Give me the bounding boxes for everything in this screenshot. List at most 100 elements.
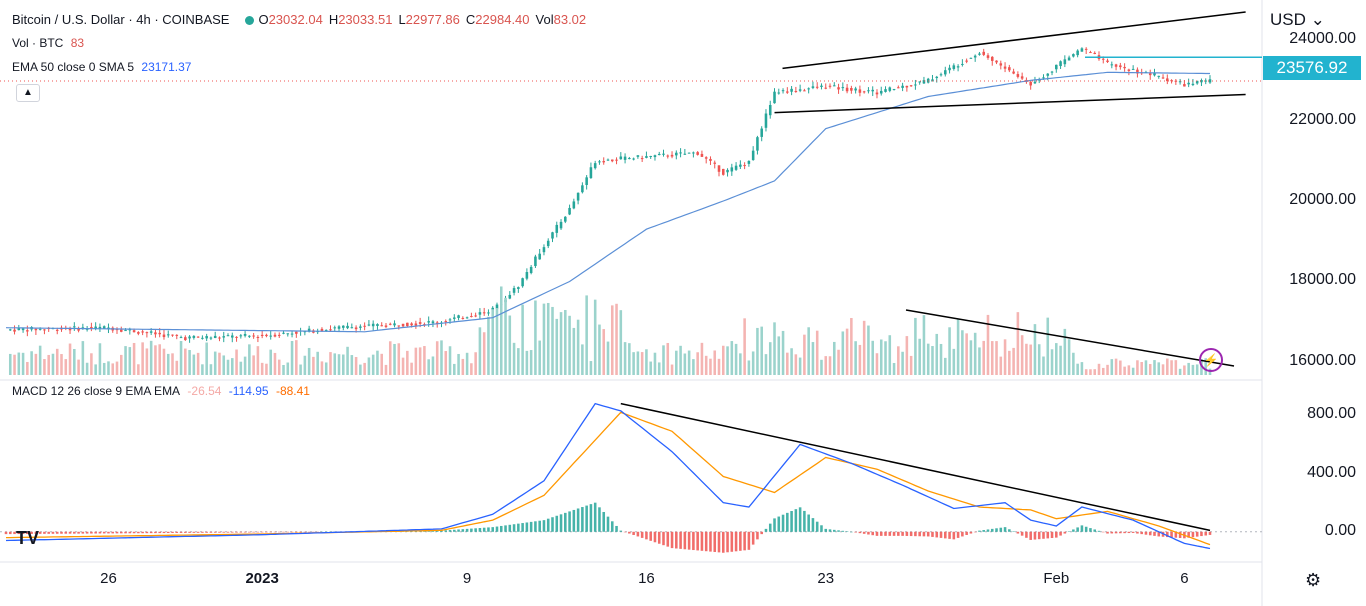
volume-bar: [73, 348, 76, 375]
candle-body: [542, 247, 546, 253]
macd-histogram-bar: [948, 531, 951, 539]
candle-body: [465, 317, 469, 319]
macd-histogram-bar: [1059, 531, 1062, 536]
volume-bar: [739, 353, 742, 375]
volume-bar: [457, 353, 460, 375]
macd-histogram-bar: [1012, 531, 1015, 532]
candle-body: [777, 92, 781, 94]
macd-histogram-bar: [662, 531, 665, 546]
candle-body: [781, 90, 785, 92]
volume-bar: [593, 299, 597, 375]
volume-bar: [1012, 347, 1015, 375]
candle-body: [986, 55, 990, 58]
candle-body: [973, 55, 977, 58]
macd-histogram-bar: [235, 531, 238, 533]
macd-histogram-bar: [546, 518, 550, 532]
macd-histogram-bar: [726, 531, 729, 553]
currency-label: USD: [1270, 10, 1306, 29]
volume-bar: [572, 327, 576, 375]
volume-bar: [470, 363, 473, 375]
candle-body: [367, 324, 371, 326]
volume-bar: [107, 361, 110, 375]
candle-body: [841, 87, 845, 89]
macd-histogram-bar: [653, 531, 657, 543]
macd-histogram-bar: [239, 531, 243, 533]
gear-icon[interactable]: ⚙: [1305, 570, 1322, 590]
candle-body: [811, 86, 815, 88]
volume-bar: [999, 356, 1003, 375]
ema-legend[interactable]: EMA 50 close 0 SMA 5 23171.37: [12, 60, 195, 74]
macd-histogram-bar: [171, 531, 174, 533]
macd-histogram-bar: [811, 518, 815, 532]
tradingview-logo[interactable]: TV: [16, 528, 40, 548]
candle-body: [645, 156, 648, 158]
candle-body: [26, 330, 29, 332]
candle-body: [1119, 65, 1122, 68]
volume-bar: [290, 340, 294, 375]
volume-bar: [1119, 360, 1122, 375]
channel-upper-line: [782, 11, 1246, 70]
volume-bar: [260, 362, 264, 375]
volume-bar: [884, 341, 887, 375]
macd-histogram-bar: [90, 531, 93, 534]
volume-bar: [610, 305, 614, 375]
macd-histogram-bar: [179, 531, 183, 533]
macd-histogram-bar: [598, 507, 601, 532]
volume-bar: [149, 340, 153, 375]
volume-bar: [636, 351, 640, 375]
volume-bar: [820, 359, 823, 375]
macd-histogram-bar: [581, 507, 584, 532]
candle-body: [470, 316, 473, 318]
volume-bar: [632, 352, 635, 375]
candle-body: [854, 88, 857, 91]
macd-legend[interactable]: MACD 12 26 close 9 EMA EMA -26.54 -114.9…: [12, 384, 314, 398]
macd-histogram-bar: [939, 531, 943, 538]
macd-histogram-bar: [320, 531, 324, 533]
chevron-up-icon[interactable]: ▲: [16, 84, 40, 102]
candle-body: [1020, 76, 1024, 79]
candle-body: [1093, 52, 1097, 54]
volume-bar: [333, 353, 337, 375]
macd-histogram-bar: [854, 531, 857, 533]
candle-body: [978, 53, 981, 55]
candle-body: [371, 323, 375, 327]
volume-bar: [862, 320, 866, 375]
volume-bar: [81, 341, 85, 375]
symbol-legend[interactable]: Bitcoin / U.S. Dollar · 4h · COINBASE O23…: [12, 12, 596, 27]
lightning-icon[interactable]: ⚡: [1199, 348, 1223, 372]
volume-bar: [213, 351, 217, 375]
volume-bar: [760, 326, 763, 375]
volume-bar: [683, 353, 687, 375]
macd-histogram-bar: [495, 526, 499, 532]
time-tick-label: 26: [100, 570, 117, 587]
volume-bar: [589, 361, 593, 375]
volume-bar: [218, 352, 221, 375]
volume-bar: [512, 342, 516, 375]
macd-histogram-bar: [589, 504, 593, 532]
macd-histogram-bar: [1148, 531, 1152, 536]
volume-bar: [551, 306, 554, 375]
macd-histogram-bar: [34, 531, 38, 534]
macd-histogram-bar: [1187, 531, 1190, 538]
macd-histogram-bar: [295, 531, 298, 533]
volume-bar: [435, 341, 439, 375]
volume-bar: [397, 343, 401, 375]
macd-histogram-bar: [734, 531, 738, 552]
volume-bar: [68, 343, 72, 375]
macd-line: [5, 402, 1211, 550]
candle-body: [952, 65, 956, 69]
volume-legend[interactable]: Vol · BTC 83: [12, 36, 88, 50]
candle-body: [461, 317, 465, 319]
candle-body: [581, 185, 584, 193]
candle-body: [448, 319, 452, 321]
time-tick-label: 6: [1180, 570, 1189, 587]
candle-body: [909, 85, 913, 87]
candle-body: [1114, 64, 1118, 67]
candle-body: [128, 329, 132, 331]
candle-body: [192, 335, 196, 338]
macd-histogram-bar: [628, 531, 631, 534]
candle-body: [683, 153, 687, 155]
currency-selector[interactable]: USD ⌄: [1270, 10, 1325, 29]
macd-histogram-bar: [1063, 531, 1067, 534]
